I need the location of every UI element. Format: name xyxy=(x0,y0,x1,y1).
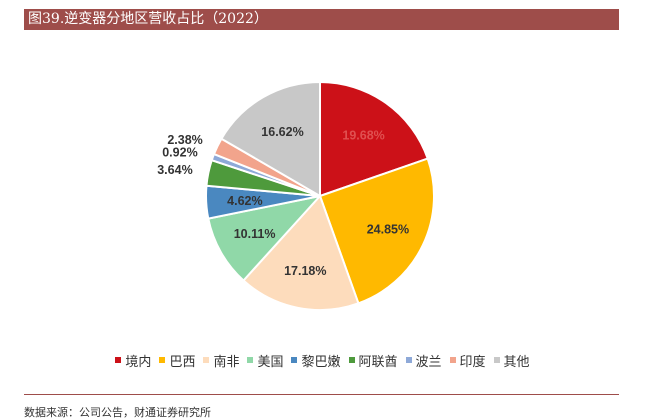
legend-item-1: 巴西 xyxy=(159,351,195,370)
data-label-8: 16.62% xyxy=(261,125,303,139)
data-label-3: 10.11% xyxy=(234,227,276,241)
legend-label: 美国 xyxy=(257,354,284,370)
legend-swatch xyxy=(203,357,210,363)
legend-item-2: 南非 xyxy=(203,351,239,370)
data-label-7: 2.38% xyxy=(167,133,202,147)
pie-chart: 19.68% 24.85% 17.18% 10.11% 4.62% 3.64% 0.92%2… xyxy=(157,80,435,311)
divider xyxy=(24,394,619,395)
legend-swatch xyxy=(449,357,456,363)
legend-item-8: 其他 xyxy=(493,351,530,370)
pie-slice-2 xyxy=(242,194,360,311)
pie-slice-8 xyxy=(220,80,321,198)
legend-swatch xyxy=(493,357,500,363)
data-label-2: 17.18% xyxy=(284,264,326,278)
pie-slice-3 xyxy=(207,194,323,282)
legend-item-3: 美国 xyxy=(247,351,283,370)
legend-label: 波兰 xyxy=(415,354,442,370)
legend-swatch xyxy=(115,357,122,363)
legend-swatch xyxy=(159,357,166,363)
data-label-4: 4.62% xyxy=(227,194,262,208)
data-label-6: 0.92% xyxy=(162,145,197,159)
legend-label: 南非 xyxy=(213,354,240,370)
legend-swatch xyxy=(291,357,298,363)
legend-label: 印度 xyxy=(459,354,486,370)
legend-item-5: 阿联酋 xyxy=(348,351,398,370)
legend-label: 巴西 xyxy=(169,354,196,370)
legend-label: 黎巴嫩 xyxy=(301,354,341,370)
chart-title: 图39.逆变器分地区营收占比（2022） xyxy=(28,11,268,27)
legend-item-0: 境内 xyxy=(115,351,151,370)
legend-item-6: 波兰 xyxy=(405,351,442,370)
legend-label: 其他 xyxy=(503,354,530,370)
legend-swatch xyxy=(348,357,355,363)
legend-swatch xyxy=(405,357,412,363)
legend-item-4: 黎巴嫩 xyxy=(291,351,341,370)
legend-label: 阿联酋 xyxy=(358,354,398,370)
legend: 境内 巴西 南非 美国 黎巴嫩 阿联酋 波兰 印度 其他 xyxy=(0,350,645,370)
source-note: 数据来源：公司公告，财通证券研究所 xyxy=(24,406,211,419)
data-label-5: 3.64% xyxy=(157,163,192,177)
legend-swatch xyxy=(247,357,254,363)
legend-label: 境内 xyxy=(125,354,152,370)
pie-slice-1 xyxy=(318,157,435,305)
legend-item-7: 印度 xyxy=(449,351,486,370)
data-label-1: 24.85% xyxy=(367,223,409,237)
data-label-0: 19.68% xyxy=(342,129,384,143)
title-bar: 图39.逆变器分地区营收占比（2022） xyxy=(24,9,619,30)
